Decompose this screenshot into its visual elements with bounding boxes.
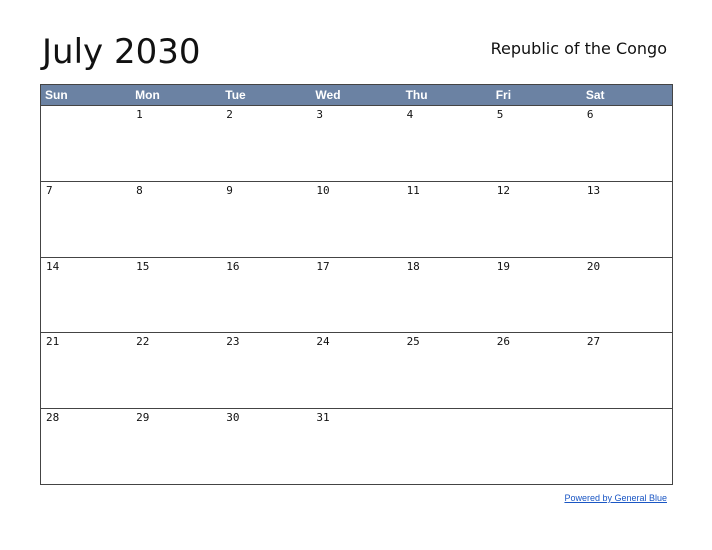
day-cell: 30 [226,411,240,425]
day-cell: 11 [406,183,420,197]
weekday-tue: Tue [225,88,246,102]
day-cell: 15 [136,259,150,273]
day-cell: 8 [136,183,143,197]
weekday-thu: Thu [405,88,428,102]
day-cell [582,409,672,485]
day-cell: 31 [316,411,330,425]
day-cell: 16 [226,259,240,273]
day-cell: 26 [496,335,510,349]
weekday-wed: Wed [315,88,341,102]
day-cell [402,409,492,485]
week-row: 21 22 23 24 25 26 27 [41,333,672,410]
week-row: 28 29 30 31 [41,409,672,485]
day-cell: 14 [46,259,60,273]
day-cell: 25 [406,335,420,349]
week-row: 1 2 3 4 5 6 [41,106,672,182]
calendar-title: July 2030 [42,32,201,72]
day-cell [41,106,131,181]
day-cell: 18 [406,259,420,273]
day-cell: 5 [496,108,504,121]
day-cell: 7 [46,183,53,197]
day-cell: 23 [226,335,240,349]
day-cell: 27 [586,335,601,349]
day-cell [492,409,582,485]
day-cell: 6 [586,108,594,121]
day-cell: 4 [406,108,414,121]
weekday-mon: Mon [135,88,160,102]
day-cell: 17 [316,259,330,273]
powered-by-link[interactable]: Powered by General Blue [564,493,667,503]
day-cell: 13 [586,183,601,197]
day-cell: 21 [46,335,60,349]
weekday-sat: Sat [585,88,605,102]
day-cell: 20 [586,259,601,273]
weekday-fri: Fri [495,88,512,102]
day-cell: 22 [136,335,150,349]
weekday-sun: Sun [45,88,68,102]
week-row: 14 15 16 17 18 19 20 [41,258,672,334]
day-cell: 2 [226,108,233,121]
day-cell: 29 [136,411,150,425]
calendar-grid: Sun Mon Tue Wed Thu Fri Sat 1 2 3 4 5 6 … [40,84,673,485]
day-cell: 3 [316,108,324,121]
day-cell: 28 [46,411,60,425]
week-row: 7 8 9 10 11 12 13 [41,182,672,258]
day-cell: 24 [316,335,330,349]
day-cell: 9 [226,183,233,197]
day-cell: 19 [496,259,510,273]
day-cell: 12 [496,183,510,197]
day-cell: 1 [136,108,143,121]
day-cell: 10 [316,183,330,197]
region-name: Republic of the Congo [490,39,667,58]
weekday-header: Sun Mon Tue Wed Thu Fri Sat [41,85,672,106]
weeks-container: 1 2 3 4 5 6 7 8 9 10 11 12 13 14 15 16 1… [41,106,672,485]
